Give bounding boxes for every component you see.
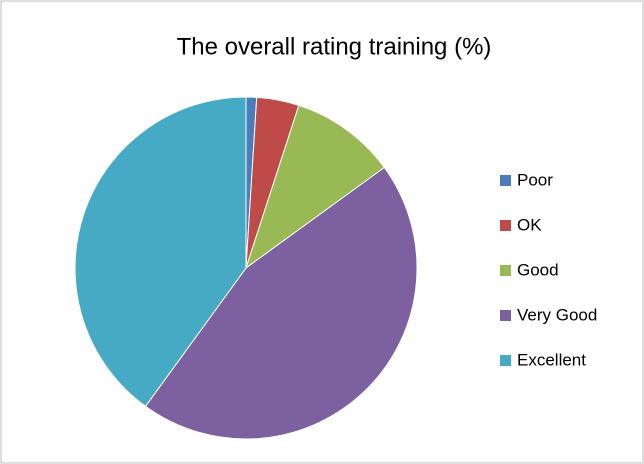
legend-label: Very Good bbox=[517, 305, 597, 324]
legend-swatch bbox=[500, 355, 511, 366]
legend-swatch bbox=[500, 265, 511, 276]
chart-title: The overall rating training (%) bbox=[177, 33, 492, 60]
legend-label: Excellent bbox=[517, 350, 586, 369]
legend-swatch bbox=[500, 175, 511, 186]
legend-swatch bbox=[500, 310, 511, 321]
legend-label: Poor bbox=[517, 170, 553, 189]
pie-slice bbox=[245, 104, 386, 270]
pie-slice bbox=[144, 166, 418, 440]
legend-label: Good bbox=[517, 260, 559, 279]
legend-swatch bbox=[500, 220, 511, 231]
legend-label: OK bbox=[517, 215, 542, 234]
pie-slice bbox=[74, 96, 247, 408]
